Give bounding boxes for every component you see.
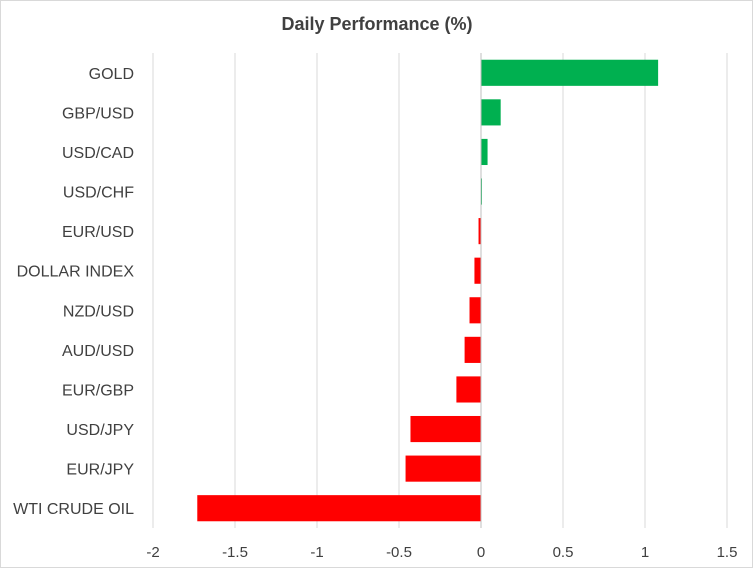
x-tick-label: 1 — [641, 544, 649, 561]
category-label: EUR/JPY — [66, 462, 134, 479]
category-label: USD/JPY — [66, 422, 134, 439]
category-labels: GOLD GBP/USD USD/CAD USD/CHF EUR/USD DOLLAR I… — [13, 66, 134, 518]
bar-usd-jpy — [410, 415, 481, 443]
x-tick-label: 0 — [477, 544, 485, 561]
bar-eur-gbp — [456, 376, 481, 403]
category-label: GOLD — [89, 66, 134, 83]
category-label: USD/CAD — [62, 145, 134, 162]
x-tick-label: -2 — [146, 544, 159, 561]
category-label: NZD/USD — [63, 303, 134, 320]
category-label: WTI CRUDE OIL — [13, 501, 134, 518]
bar-eur-jpy — [405, 455, 481, 482]
gridlines — [152, 53, 728, 528]
x-tick-labels: -2 -1.5 -1 -0.5 0 0.5 1 1.5 — [146, 544, 737, 561]
bar-gold — [481, 59, 659, 86]
bar-gbp-usd — [481, 99, 501, 126]
category-label: AUD/USD — [62, 343, 134, 360]
chart-title: Daily Performance (%) — [281, 14, 472, 34]
x-tick-label: -1 — [310, 544, 323, 561]
category-label: EUR/USD — [62, 224, 134, 241]
category-label: GBP/USD — [62, 105, 134, 122]
x-tick-label: 1.5 — [717, 544, 738, 561]
bar-aud-usd — [464, 336, 481, 363]
bar-eur-usd — [478, 218, 481, 245]
bar-usd-cad — [481, 138, 488, 166]
bar-wti-crude-oil — [197, 495, 481, 522]
x-tick-label: -0.5 — [386, 544, 412, 561]
bars — [197, 59, 659, 522]
x-tick-label: 0.5 — [553, 544, 574, 561]
category-label: USD/CHF — [63, 185, 134, 202]
category-label: EUR/GBP — [62, 382, 134, 399]
category-label: DOLLAR INDEX — [17, 264, 135, 281]
bar-nzd-usd — [469, 297, 481, 324]
x-tick-label: -1.5 — [222, 544, 248, 561]
bar-dollar-index — [474, 257, 481, 284]
